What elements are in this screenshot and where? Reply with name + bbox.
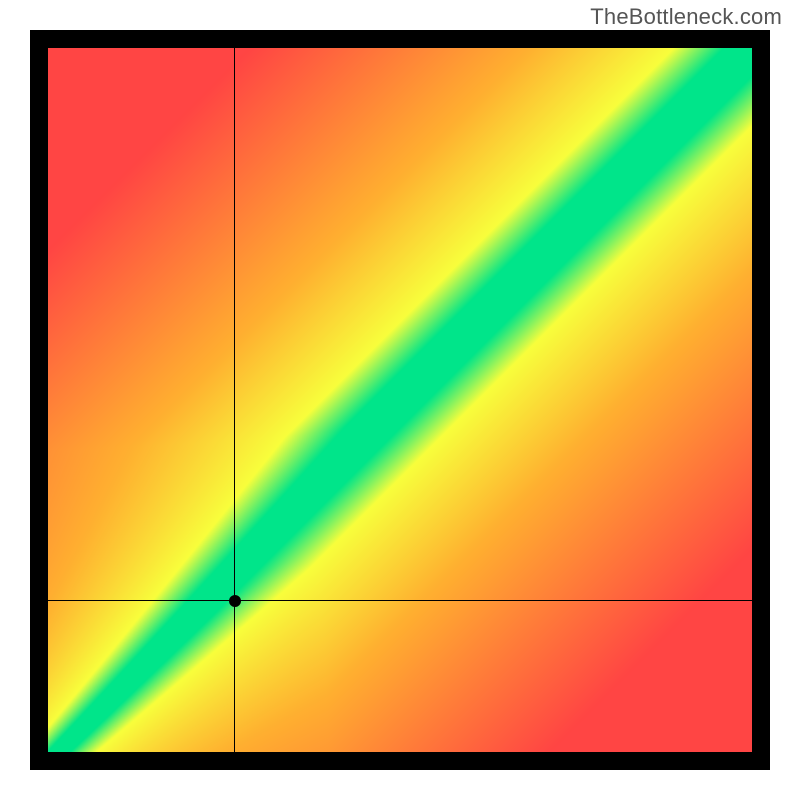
chart-container: TheBottleneck.com bbox=[0, 0, 800, 800]
chart-frame bbox=[30, 30, 770, 770]
heatmap-canvas bbox=[48, 48, 752, 752]
crosshair-horizontal bbox=[48, 600, 752, 601]
crosshair-vertical bbox=[234, 48, 235, 752]
watermark-text: TheBottleneck.com bbox=[590, 4, 782, 30]
crosshair-dot bbox=[229, 595, 241, 607]
